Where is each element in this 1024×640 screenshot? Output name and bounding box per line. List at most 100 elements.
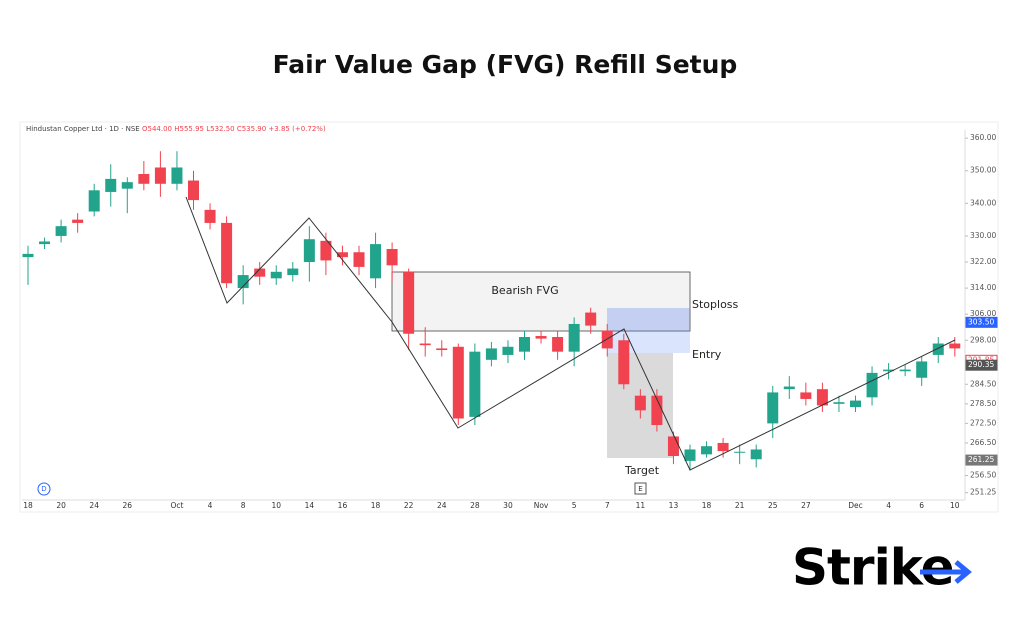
dividend-marker-label: D bbox=[41, 485, 46, 493]
x-tick-label: Oct bbox=[170, 501, 183, 510]
y-tick-label: 330.00 bbox=[970, 231, 996, 240]
price-tag bbox=[965, 316, 998, 328]
logo: Strike bbox=[792, 539, 954, 597]
target-label: Target bbox=[624, 464, 660, 477]
x-tick-label: 26 bbox=[123, 501, 133, 510]
candle-body bbox=[336, 252, 348, 258]
candle-body bbox=[932, 343, 944, 355]
candle-body bbox=[816, 389, 828, 406]
x-tick-label: 18 bbox=[702, 501, 712, 510]
candle-body bbox=[436, 348, 448, 351]
y-tick-label: 298.00 bbox=[970, 335, 996, 344]
candle-body bbox=[916, 361, 928, 378]
candle-body bbox=[651, 395, 663, 426]
x-tick-label: 24 bbox=[437, 501, 447, 510]
x-tick-label: 25 bbox=[768, 501, 778, 510]
x-tick-label: 10 bbox=[950, 501, 960, 510]
earnings-marker bbox=[634, 482, 647, 495]
fvg-box bbox=[391, 271, 691, 332]
stoploss-box bbox=[607, 308, 690, 332]
y-tick-label: 251.25 bbox=[970, 488, 996, 497]
ohlc-label: O544.00 H555.95 L532.50 C535.90 +3.85 (+… bbox=[142, 125, 326, 133]
x-tick-label: 18 bbox=[23, 501, 33, 510]
fvg-label: Bearish FVG bbox=[491, 284, 558, 297]
y-tick-label: 256.50 bbox=[970, 471, 996, 480]
candle-body bbox=[370, 244, 382, 279]
candle-body bbox=[452, 346, 464, 419]
x-tick-label: Dec bbox=[848, 501, 863, 510]
x-tick-label: 18 bbox=[371, 501, 381, 510]
candle-body bbox=[353, 252, 365, 267]
candle-body bbox=[684, 449, 696, 461]
candle-body bbox=[39, 241, 51, 245]
candle-body bbox=[419, 343, 431, 346]
price-tag-label: 303.50 bbox=[968, 317, 994, 326]
candle-body bbox=[701, 446, 713, 455]
logo-arrow bbox=[920, 560, 972, 584]
x-tick-label: 14 bbox=[305, 501, 315, 510]
x-tick-label: 5 bbox=[572, 501, 577, 510]
candle-body bbox=[767, 392, 779, 424]
candle-body bbox=[72, 219, 84, 223]
candle-body bbox=[783, 386, 795, 390]
candle-body bbox=[88, 190, 100, 212]
price-tag bbox=[965, 454, 998, 466]
candle-body bbox=[866, 372, 878, 398]
x-tick-label: 4 bbox=[208, 501, 213, 510]
candle-body bbox=[667, 436, 679, 456]
candle-body bbox=[850, 400, 861, 408]
x-tick-label: 13 bbox=[669, 501, 679, 510]
x-tick-label: 28 bbox=[470, 501, 480, 510]
x-tick-label: 30 bbox=[503, 501, 513, 510]
candle-body bbox=[552, 337, 564, 352]
x-tick-label: 10 bbox=[271, 501, 281, 510]
x-tick-label: 4 bbox=[886, 501, 891, 510]
candle-body bbox=[469, 351, 481, 417]
candle-body bbox=[535, 336, 547, 339]
candle-body bbox=[717, 442, 729, 452]
zigzag-path bbox=[185, 196, 956, 471]
candle-body bbox=[403, 271, 415, 334]
x-tick-label: 6 bbox=[919, 501, 924, 510]
candle-body bbox=[485, 348, 497, 360]
y-tick-label: 350.00 bbox=[970, 166, 996, 175]
candle-body bbox=[254, 268, 266, 277]
x-tick-label: 22 bbox=[404, 501, 414, 510]
y-tick-label: 278.50 bbox=[970, 399, 996, 408]
x-tick-label: 7 bbox=[605, 501, 610, 510]
candle-body bbox=[618, 340, 630, 385]
candle-body bbox=[121, 182, 133, 189]
candle-body bbox=[188, 180, 199, 201]
candle-body bbox=[270, 271, 282, 279]
y-tick-label: 266.50 bbox=[970, 438, 996, 447]
candle-body bbox=[883, 369, 895, 372]
candle-body bbox=[833, 402, 845, 404]
candle-body bbox=[303, 239, 315, 263]
candle-body bbox=[320, 240, 332, 261]
price-tag bbox=[965, 359, 998, 371]
y-tick-label: 306.00 bbox=[970, 309, 996, 318]
candle-body bbox=[800, 392, 812, 399]
y-tick-label: 272.50 bbox=[970, 418, 996, 427]
entry-label: Entry bbox=[692, 348, 722, 361]
x-tick-label: 27 bbox=[801, 501, 811, 510]
stoploss-label: Stoploss bbox=[692, 298, 739, 311]
candle-body bbox=[386, 248, 398, 266]
y-tick-label: 340.00 bbox=[970, 198, 996, 207]
y-tick-label: 284.50 bbox=[970, 379, 996, 388]
dividend-marker bbox=[37, 482, 51, 496]
candle-body bbox=[237, 275, 249, 289]
price-tag-label: 290.35 bbox=[968, 360, 994, 369]
y-tick-label: 314.00 bbox=[970, 283, 996, 292]
candle-body bbox=[221, 222, 233, 284]
x-tick-label: 16 bbox=[338, 501, 348, 510]
candle-body bbox=[585, 312, 597, 326]
candle-body bbox=[750, 449, 762, 460]
candle-body bbox=[105, 178, 117, 192]
candle-body bbox=[519, 337, 530, 352]
candle-body bbox=[138, 174, 150, 184]
x-tick-label: 21 bbox=[735, 501, 745, 510]
y-tick-label: 360.00 bbox=[970, 133, 996, 142]
